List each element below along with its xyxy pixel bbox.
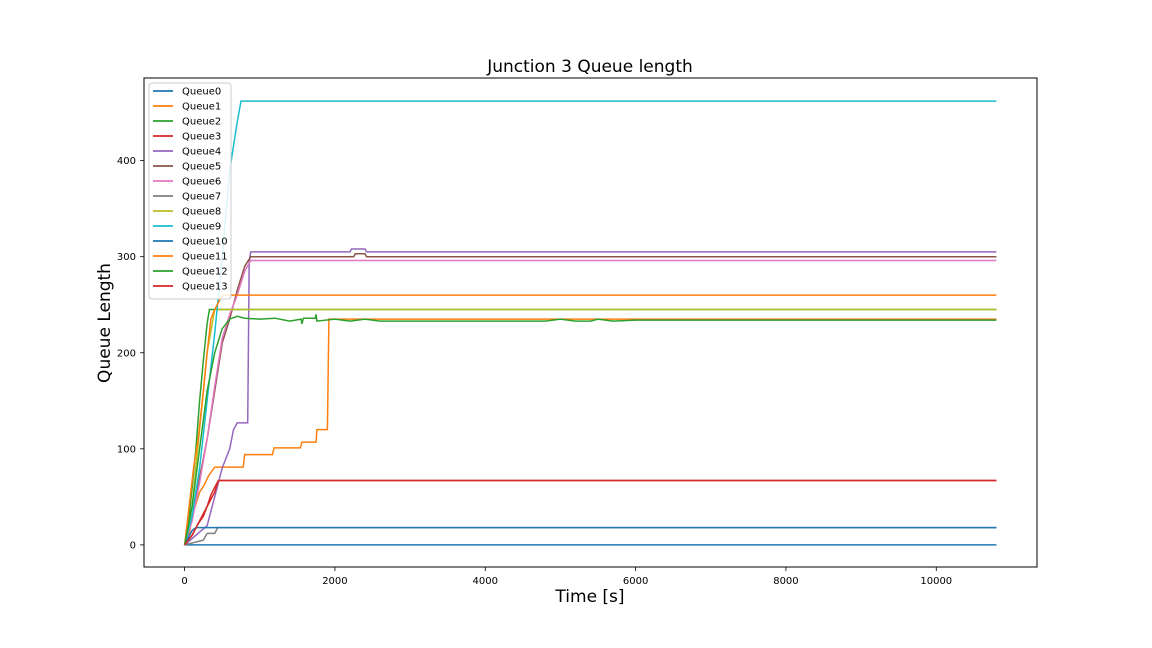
y-tick-label-1: 100	[117, 444, 136, 455]
legend-label-13: Queue13	[182, 282, 228, 293]
legend-label-1: Queue1	[182, 102, 221, 113]
legend-label-2: Queue2	[182, 117, 221, 128]
legend-label-10: Queue10	[182, 237, 228, 248]
x-tick-label-1: 2000	[322, 576, 347, 587]
x-tick-label-2: 4000	[473, 576, 498, 587]
legend-label-6: Queue6	[182, 177, 221, 188]
legend-label-0: Queue0	[182, 87, 221, 98]
x-axis-label: Time [s]	[554, 587, 624, 607]
x-tick-label-5: 10000	[920, 576, 952, 587]
chart-title: Junction 3 Queue length	[486, 57, 693, 77]
legend-label-5: Queue5	[182, 162, 221, 173]
y-tick-label-0: 0	[130, 540, 136, 551]
x-tick-label-0: 0	[181, 576, 187, 587]
legend-label-4: Queue4	[182, 147, 221, 158]
legend-label-3: Queue3	[182, 132, 221, 143]
y-axis-label: Queue Length	[95, 263, 115, 383]
x-tick-label-3: 6000	[623, 576, 648, 587]
legend: Queue0 Queue1 Queue2 Queue3 Queue4 Queue5 Queu…	[149, 83, 231, 299]
y-tick-label-3: 300	[117, 252, 136, 263]
x-tick-label-4: 8000	[773, 576, 798, 587]
y-tick-label-4: 400	[117, 156, 136, 167]
legend-label-12: Queue12	[182, 267, 228, 278]
legend-label-7: Queue7	[182, 192, 221, 203]
legend-label-9: Queue9	[182, 222, 221, 233]
y-tick-label-2: 200	[117, 348, 136, 359]
legend-label-11: Queue11	[182, 252, 228, 263]
legend-label-8: Queue8	[182, 207, 221, 218]
